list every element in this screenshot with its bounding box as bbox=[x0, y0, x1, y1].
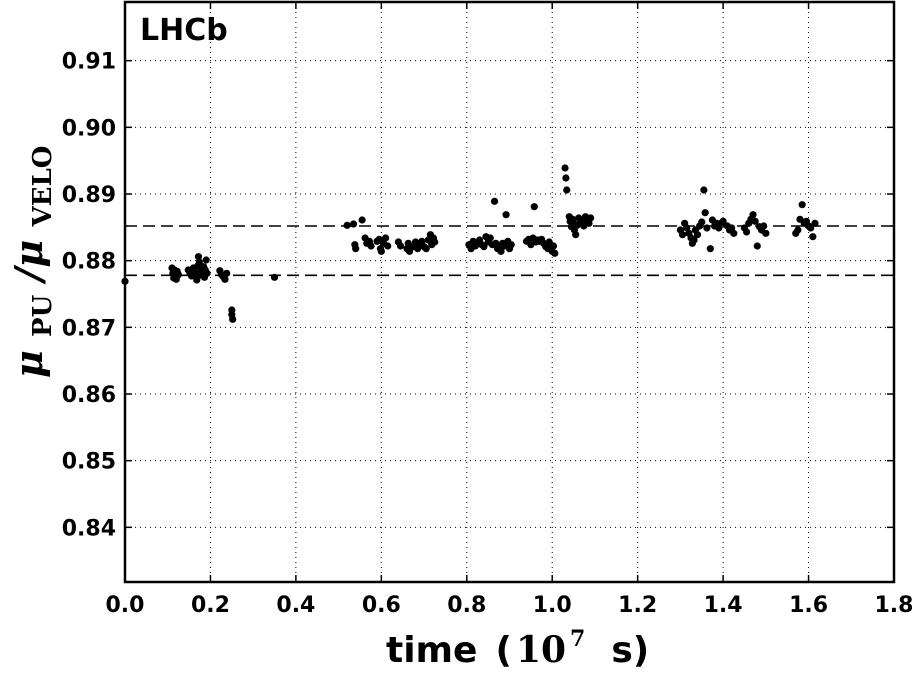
y-tick-label: 0.89 bbox=[62, 183, 116, 208]
grid-lines bbox=[125, 2, 894, 582]
x-tick-label: 0.6 bbox=[362, 593, 401, 618]
x-axis-label: time ( 10 7 s) bbox=[386, 626, 649, 671]
x-axis-label-unit: s) bbox=[611, 630, 649, 671]
y-tick-label: 0.86 bbox=[62, 383, 116, 408]
data-point bbox=[404, 239, 412, 247]
data-point bbox=[502, 211, 510, 219]
y-axis-label-sub-velo: VELO bbox=[28, 146, 58, 228]
y-tick-label: 0.87 bbox=[62, 316, 116, 341]
y-tick-label: 0.85 bbox=[62, 450, 116, 475]
data-point bbox=[490, 197, 499, 205]
y-axis-label: μ PU /μ VELO bbox=[6, 146, 60, 378]
data-point bbox=[700, 186, 708, 194]
data-point bbox=[807, 224, 815, 232]
data-point bbox=[706, 245, 714, 253]
data-point bbox=[367, 242, 375, 250]
y-tick-label: 0.88 bbox=[62, 250, 116, 275]
x-tick-label: 1.2 bbox=[618, 593, 657, 618]
data-point bbox=[751, 217, 759, 225]
x-tick-labels: 0.0 0.2 0.4 0.6 0.8 1.0 1.2 1.4 1.6 1.8 bbox=[106, 593, 914, 618]
data-point bbox=[384, 242, 392, 250]
x-axis-label-exponent: 7 bbox=[570, 626, 585, 652]
data-point bbox=[486, 234, 494, 242]
data-point bbox=[809, 233, 817, 241]
data-point bbox=[203, 269, 211, 277]
data-point bbox=[690, 236, 698, 244]
data-point bbox=[572, 231, 580, 239]
x-tick-label: 0.8 bbox=[447, 593, 486, 618]
data-point bbox=[343, 221, 351, 229]
data-point bbox=[221, 275, 229, 283]
x-tick-label: 1.0 bbox=[533, 593, 572, 618]
y-tick-label: 0.91 bbox=[62, 50, 116, 75]
data-point bbox=[762, 229, 770, 237]
data-point bbox=[223, 269, 231, 277]
data-point bbox=[551, 249, 559, 257]
data-point bbox=[562, 174, 570, 182]
x-tick-label: 1.8 bbox=[875, 593, 914, 618]
data-point bbox=[730, 229, 738, 237]
data-point bbox=[703, 224, 711, 232]
data-point bbox=[480, 243, 488, 251]
data-point bbox=[349, 220, 358, 228]
x-axis-label-base: 10 bbox=[516, 629, 566, 671]
data-point bbox=[174, 271, 183, 279]
data-point bbox=[352, 245, 360, 253]
data-point bbox=[561, 164, 569, 172]
x-axis-label-word: time bbox=[386, 630, 477, 671]
data-point bbox=[195, 258, 203, 266]
data-point bbox=[678, 231, 687, 239]
data-point bbox=[563, 186, 571, 194]
y-axis-label-mu: μ bbox=[6, 350, 51, 378]
data-point bbox=[382, 234, 390, 242]
y-axis-label-sep: /μ bbox=[6, 240, 51, 286]
data-point bbox=[270, 273, 279, 281]
y-tick-label: 0.90 bbox=[62, 116, 116, 141]
x-tick-label: 0.4 bbox=[276, 593, 315, 618]
data-point bbox=[497, 247, 505, 255]
data-point bbox=[530, 203, 538, 211]
data-point bbox=[753, 242, 761, 250]
data-point bbox=[229, 315, 237, 323]
data-point bbox=[377, 247, 385, 255]
data-point bbox=[549, 242, 558, 250]
plot-frame bbox=[123, 0, 896, 584]
data-points bbox=[121, 164, 819, 323]
data-point bbox=[193, 276, 201, 284]
data-point bbox=[693, 231, 702, 239]
data-point bbox=[422, 245, 430, 253]
data-point bbox=[743, 228, 751, 236]
data-point bbox=[701, 209, 709, 217]
data-point bbox=[698, 218, 706, 226]
y-tick-labels: 0.84 0.85 0.86 0.87 0.88 0.89 0.90 0.91 bbox=[62, 50, 116, 542]
data-point bbox=[760, 222, 768, 230]
x-tick-label: 1.4 bbox=[704, 593, 743, 618]
data-point bbox=[202, 256, 210, 264]
data-point bbox=[749, 211, 757, 219]
x-tick-label: 0.2 bbox=[191, 593, 230, 618]
y-tick-label: 0.84 bbox=[62, 516, 116, 541]
data-point bbox=[719, 217, 727, 225]
axis-ticks bbox=[124, 2, 895, 582]
data-point bbox=[396, 242, 405, 250]
data-point bbox=[587, 214, 595, 222]
data-point bbox=[507, 241, 515, 249]
x-tick-label: 0.0 bbox=[106, 593, 145, 618]
data-point bbox=[811, 219, 819, 227]
lhcb-annotation: LHCb bbox=[140, 13, 228, 48]
data-point bbox=[194, 253, 203, 261]
y-axis-label-sub-pu: PU bbox=[28, 294, 58, 337]
data-point bbox=[431, 238, 439, 246]
data-point bbox=[358, 216, 366, 224]
data-point bbox=[798, 201, 806, 209]
data-point bbox=[794, 226, 802, 234]
x-axis-label-open: ( bbox=[495, 630, 511, 671]
x-tick-label: 1.6 bbox=[789, 593, 828, 618]
